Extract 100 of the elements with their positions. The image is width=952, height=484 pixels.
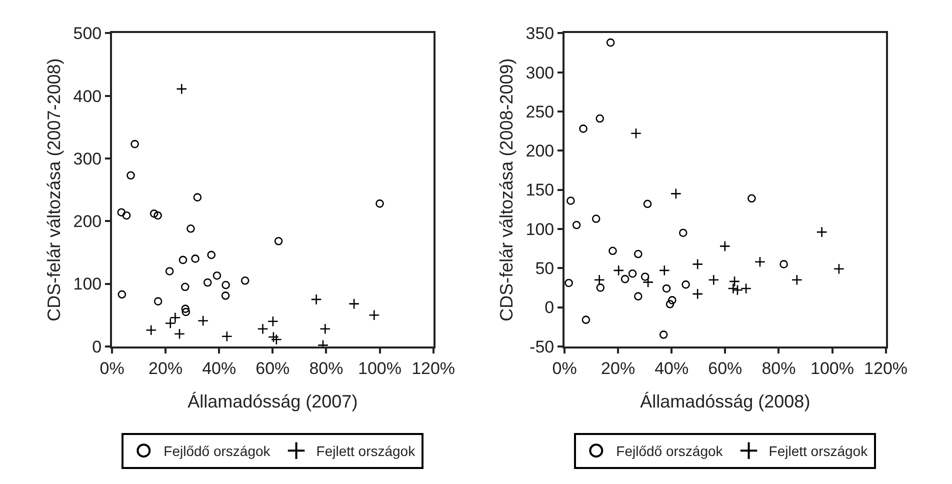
point (165, 267, 174, 276)
y-tick-label: -50 (530, 337, 554, 356)
legend-label: Fejlett országok (768, 443, 869, 460)
point (268, 331, 280, 343)
y-tick-label: 200 (526, 142, 554, 161)
y-tick-label: 250 (526, 102, 554, 122)
point (692, 258, 704, 270)
y-tick-label: 50 (535, 259, 554, 278)
x-tick-label: 100% (810, 358, 854, 378)
point (628, 269, 637, 278)
point (708, 274, 720, 286)
point (662, 284, 671, 293)
point (642, 276, 654, 288)
x-tick-label: 40% (202, 358, 236, 378)
y-tick-label: 350 (526, 24, 554, 44)
point (150, 209, 158, 218)
y-axis-title: CDS-felár változása (2007-2008) (44, 58, 64, 322)
x-tick-label: 80% (762, 358, 796, 378)
x-tick-label: 100% (358, 358, 402, 378)
x-axis-title: Államadósság (2008) (640, 391, 810, 412)
point (117, 208, 126, 216)
point (754, 256, 766, 268)
point (207, 250, 216, 260)
point (176, 83, 188, 94)
legend-label: Fejlődő országok (164, 443, 272, 460)
point (728, 276, 740, 287)
x-tick-label: 120% (412, 358, 456, 378)
point (833, 263, 844, 274)
point (164, 318, 176, 329)
y-axis-title: CDS-felár változása (2008-2009) (496, 58, 516, 322)
point (780, 260, 788, 268)
point (594, 274, 605, 286)
y-tick-label: 100 (526, 220, 554, 239)
point (274, 237, 283, 246)
point (267, 316, 278, 327)
y-tick-label: 150 (526, 180, 554, 200)
point (608, 246, 617, 256)
x-tick-label: 120% (864, 358, 908, 378)
x-tick-label: 60% (256, 358, 290, 378)
point (606, 38, 615, 47)
x-tick-label: 60% (708, 358, 742, 378)
x-tick-label: 40% (654, 358, 689, 378)
y-tick-label: 300 (73, 149, 102, 168)
point (270, 334, 282, 346)
point (748, 194, 756, 203)
x-tick-label: 80% (309, 358, 344, 378)
legend-label: Fejlett országok (316, 443, 416, 460)
point (643, 200, 652, 208)
point (180, 282, 190, 292)
point (572, 220, 581, 230)
point (170, 312, 181, 324)
point (620, 274, 630, 284)
point (203, 278, 212, 287)
point (348, 298, 360, 310)
point (174, 328, 186, 340)
point (181, 304, 190, 313)
point (257, 323, 268, 334)
point (692, 288, 704, 300)
legend-label: Fejlődő országok (616, 443, 724, 460)
point (658, 264, 670, 276)
x-tick-label: 20% (601, 358, 636, 378)
point (613, 264, 624, 276)
point (118, 290, 126, 299)
point (221, 292, 230, 300)
point (240, 276, 250, 285)
point (566, 196, 575, 205)
point (719, 240, 730, 252)
point (582, 316, 590, 324)
point (368, 310, 380, 321)
point (564, 278, 573, 288)
point (146, 324, 157, 336)
point (222, 280, 230, 290)
point (212, 271, 222, 280)
point (596, 114, 604, 123)
point (678, 228, 688, 238)
point (740, 282, 752, 294)
point (193, 193, 202, 202)
point (191, 254, 200, 263)
point (376, 199, 384, 208)
point (592, 214, 600, 223)
point (668, 296, 676, 304)
point (178, 256, 188, 264)
point (310, 294, 322, 305)
x-tick-label: 20% (148, 358, 183, 378)
point (596, 284, 605, 292)
y-tick-label: 100 (73, 274, 102, 294)
point (634, 292, 642, 300)
point (682, 280, 690, 289)
point (182, 308, 190, 316)
point (320, 323, 331, 334)
y-tick-label: 200 (73, 212, 102, 232)
point (634, 250, 642, 258)
point (728, 282, 739, 294)
point (198, 315, 209, 326)
point (666, 300, 674, 308)
x-axis-title: Államadósság (2007) (188, 391, 358, 412)
x-tick-label: 0% (100, 358, 124, 378)
point (630, 128, 642, 139)
point (816, 226, 828, 238)
point (154, 211, 162, 220)
